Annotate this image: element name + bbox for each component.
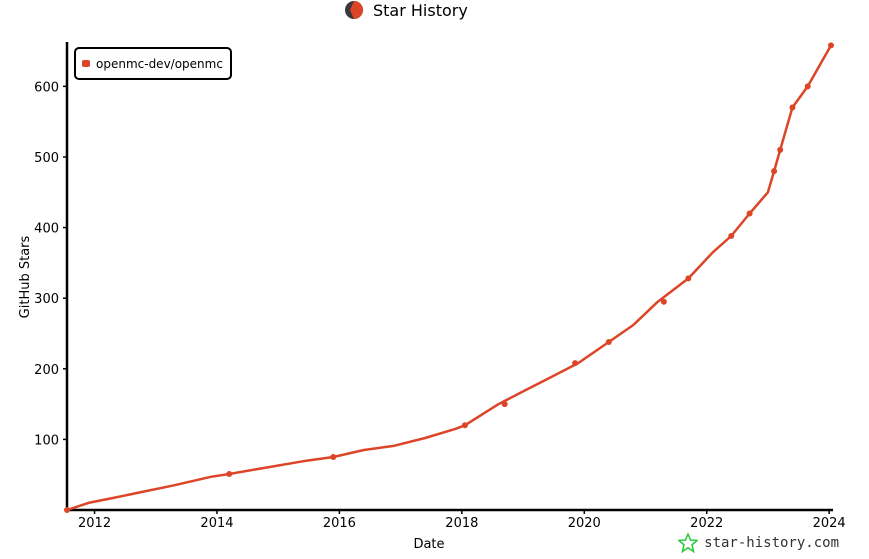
data-point <box>685 275 692 282</box>
y-tick-label: 100 <box>34 433 59 448</box>
data-point <box>501 401 508 408</box>
x-tick-label: 2024 <box>813 516 846 531</box>
watermark-text: star-history.com <box>704 535 839 551</box>
x-tick-label: 2014 <box>200 516 233 531</box>
x-axis-title: Date <box>413 537 444 552</box>
series-line <box>65 44 833 512</box>
y-tick-label: 400 <box>34 222 59 237</box>
chart-title: Star History <box>373 0 468 20</box>
data-point <box>828 42 834 49</box>
data-point <box>330 454 337 461</box>
legend-swatch <box>82 60 90 67</box>
y-tick-label: 300 <box>34 292 59 307</box>
data-point <box>804 83 811 90</box>
data-point <box>572 360 579 367</box>
legend-box <box>74 47 232 80</box>
data-point <box>605 338 612 345</box>
data-point <box>660 298 667 305</box>
y-tick-label: 600 <box>34 80 59 95</box>
x-tick-label: 2018 <box>445 516 478 531</box>
x-tick-label: 2020 <box>568 516 601 531</box>
y-axis-title: GitHub Stars <box>18 235 33 318</box>
watermark[interactable]: star-history.com <box>678 533 839 553</box>
legend-label: openmc-dev/openmc <box>96 57 223 71</box>
data-point <box>226 470 233 477</box>
y-tick-label: 200 <box>34 363 59 378</box>
star-history-logo-icon <box>345 1 363 19</box>
data-point <box>64 507 70 513</box>
data-point <box>789 104 796 111</box>
x-tick-label: 2016 <box>323 516 356 531</box>
x-tick-label: 2012 <box>78 516 111 531</box>
data-point <box>771 168 778 175</box>
chart-header: Star History <box>343 0 468 20</box>
data-point <box>728 233 735 240</box>
y-tick-label: 500 <box>34 151 59 166</box>
data-point <box>777 146 784 153</box>
data-point <box>461 422 468 429</box>
x-tick-label: 2022 <box>690 516 723 531</box>
data-point <box>746 210 753 217</box>
star-outline-icon <box>678 533 699 553</box>
